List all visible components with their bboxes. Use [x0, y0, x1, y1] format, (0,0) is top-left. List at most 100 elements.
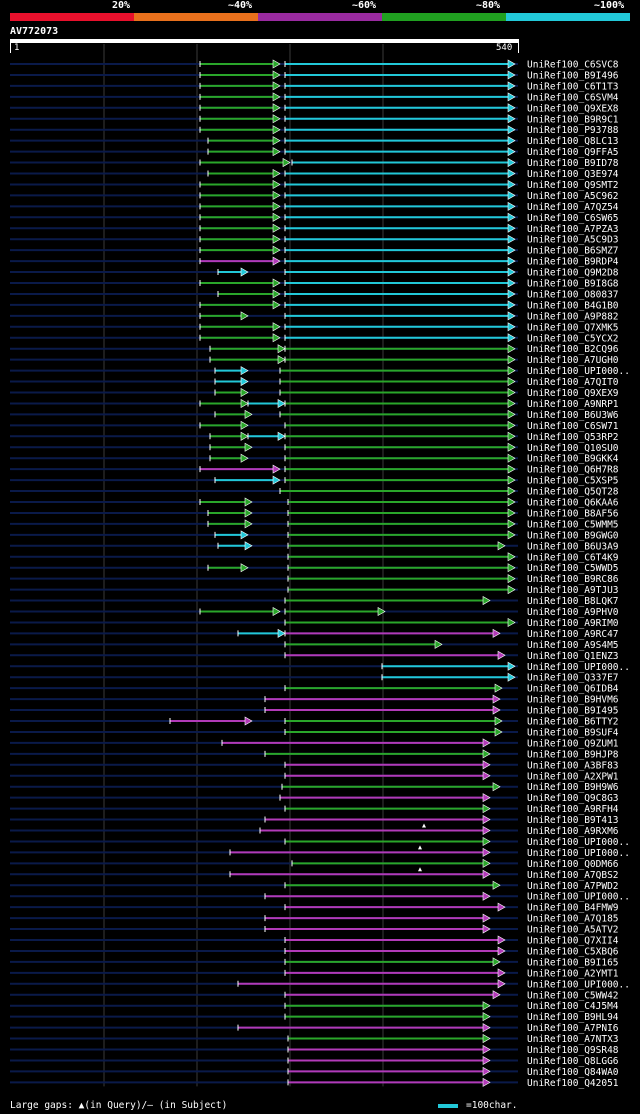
hit-label[interactable]: UniRef100_A3BF83 [527, 760, 619, 771]
hit-label[interactable]: UniRef100_Q9C8G3 [527, 793, 619, 804]
hit-label[interactable]: UniRef100_B9R9C1 [527, 114, 619, 125]
hit-label[interactable]: UniRef100_Q7XII4 [527, 936, 619, 947]
hit-label[interactable]: UniRef100_A7QZ54 [527, 202, 619, 213]
hit-row[interactable]: UniRef100_C6T4K9 [10, 552, 619, 563]
hit-row[interactable]: UniRef100_Q8LGG6 [10, 1055, 619, 1067]
hit-label[interactable]: UniRef100_B9HVM6 [527, 695, 619, 706]
hit-row[interactable]: UniRef100_P93788 [10, 125, 619, 136]
hit-row[interactable]: UniRef100_Q5QT28 [10, 486, 619, 498]
hit-row[interactable]: UniRef100_B4G1B0 [10, 300, 619, 311]
hit-row[interactable]: UniRef100_A7PNI6 [10, 1023, 619, 1034]
hit-row[interactable]: UniRef100_C5YCX2 [10, 333, 619, 344]
hit-label[interactable]: UniRef100_UPI000.. [527, 662, 630, 673]
hit-label[interactable]: UniRef100_Q6H7R8 [527, 465, 619, 476]
hit-row[interactable]: UniRef100_C6SVM4 [10, 92, 619, 103]
hit-label[interactable]: UniRef100_Q8LC13 [527, 136, 619, 147]
hit-row[interactable]: UniRef100_B8LQK7 [10, 596, 619, 607]
hit-label[interactable]: UniRef100_B9I165 [527, 957, 619, 968]
hit-row[interactable]: UniRef100_A9RXM6 [10, 823, 619, 838]
hit-row[interactable]: UniRef100_A7PZA3 [10, 223, 619, 235]
hit-row[interactable]: UniRef100_Q7XII4 [10, 935, 619, 947]
hit-label[interactable]: UniRef100_Q9FFA5 [527, 147, 619, 158]
hit-row[interactable]: UniRef100_B9I495 [10, 705, 619, 717]
hit-label[interactable]: UniRef100_C6SW65 [527, 213, 619, 224]
hit-row[interactable]: UniRef100_B9RC86 [10, 574, 619, 585]
hit-row[interactable]: UniRef100_UPI000.. [10, 366, 630, 377]
hit-row[interactable]: UniRef100_Q9FFA5 [10, 147, 619, 158]
hit-label[interactable]: UniRef100_B9GKK4 [527, 454, 619, 465]
hit-row[interactable]: UniRef100_B4FMW9 [10, 902, 619, 914]
hit-label[interactable]: UniRef100_A5C962 [527, 191, 619, 202]
hit-label[interactable]: UniRef100_C5XSP5 [527, 476, 619, 487]
hit-row[interactable]: UniRef100_Q6H7R8 [10, 464, 619, 476]
hit-label[interactable]: UniRef100_UPI000.. [527, 892, 630, 903]
hit-row[interactable]: UniRef100_B6U3A9 [10, 541, 619, 552]
hit-label[interactable]: UniRef100_A2XPW1 [527, 771, 619, 782]
hit-row[interactable]: UniRef100_A5ATV2 [10, 924, 619, 936]
hit-label[interactable]: UniRef100_Q6IDB4 [527, 684, 619, 695]
hit-row[interactable]: UniRef100_B9GKK4 [10, 453, 619, 465]
hit-row[interactable]: UniRef100_A2YMT1 [10, 968, 619, 979]
hit-row[interactable]: UniRef100_B9I496 [10, 70, 619, 81]
hit-row[interactable]: UniRef100_B9H9W6 [10, 782, 619, 793]
hit-row[interactable]: UniRef100_B6SMZ7 [10, 245, 619, 257]
hit-label[interactable]: UniRef100_B9I495 [527, 706, 619, 717]
hit-row[interactable]: UniRef100_A9NRP1 [10, 398, 619, 410]
hit-row[interactable]: UniRef100_Q42051 [10, 1077, 619, 1089]
hit-row[interactable]: UniRef100_B8AF56 [10, 508, 619, 519]
hit-label[interactable]: UniRef100_Q7XMK5 [527, 322, 619, 333]
hit-label[interactable]: UniRef100_A9NRP1 [527, 399, 619, 410]
hit-row[interactable]: UniRef100_Q337E7 [10, 672, 619, 684]
hit-row[interactable]: UniRef100_Q84WA0 [10, 1066, 619, 1078]
hit-label[interactable]: UniRef100_B6TTY2 [527, 717, 619, 728]
hit-row[interactable]: UniRef100_C5WWD5 [10, 563, 619, 574]
hit-label[interactable]: UniRef100_B8LQK7 [527, 596, 619, 607]
hit-label[interactable]: UniRef100_Q337E7 [527, 673, 619, 684]
hit-label[interactable]: UniRef100_A7QIT0 [527, 377, 619, 388]
hit-row[interactable]: UniRef100_Q0DM66 [10, 858, 619, 870]
hit-row[interactable]: UniRef100_Q3E974 [10, 168, 619, 180]
hit-row[interactable]: UniRef100_B9HVM6 [10, 694, 619, 706]
hit-row[interactable]: UniRef100_B2CQ96 [10, 344, 619, 355]
hit-label[interactable]: UniRef100_Q9XEX9 [527, 388, 619, 399]
hit-row[interactable]: UniRef100_Q9ZUM1 [10, 738, 619, 749]
hit-label[interactable]: UniRef100_B9I8G8 [527, 279, 619, 290]
hit-label[interactable]: UniRef100_Q6KAA6 [527, 498, 619, 509]
hit-label[interactable]: UniRef100_UPI000.. [527, 979, 630, 990]
hit-row[interactable]: UniRef100_A9S4M5 [10, 639, 619, 651]
hit-row[interactable]: UniRef100_Q6IDB4 [10, 683, 619, 695]
hit-label[interactable]: UniRef100_B9SUF4 [527, 727, 619, 738]
hit-label[interactable]: UniRef100_Q9XEX8 [527, 103, 619, 114]
hit-label[interactable]: UniRef100_A7UGH0 [527, 355, 619, 366]
hit-label[interactable]: UniRef100_A7PWD2 [527, 881, 619, 892]
hit-label[interactable]: UniRef100_UPI000.. [527, 837, 630, 848]
hit-row[interactable]: UniRef100_C6SW65 [10, 212, 619, 224]
hit-label[interactable]: UniRef100_C6SVM4 [527, 92, 619, 103]
hit-label[interactable]: UniRef100_C6T1T3 [527, 81, 619, 92]
hit-label[interactable]: UniRef100_B9HJP8 [527, 749, 619, 760]
hit-label[interactable]: UniRef100_Q42051 [527, 1078, 619, 1089]
hit-label[interactable]: UniRef100_B4G1B0 [527, 300, 619, 311]
hit-row[interactable]: UniRef100_A5C962 [10, 190, 619, 202]
hit-label[interactable]: UniRef100_O80837 [527, 289, 619, 300]
hit-row[interactable]: UniRef100_B6TTY2 [10, 716, 619, 728]
hit-row[interactable]: UniRef100_B9R9C1 [10, 114, 619, 125]
hit-row[interactable]: UniRef100_A9RFH4 [10, 804, 619, 815]
hit-label[interactable]: UniRef100_Q0DM66 [527, 859, 619, 870]
hit-row[interactable]: UniRef100_Q7XMK5 [10, 322, 619, 333]
hit-row[interactable]: UniRef100_UPI000.. [10, 979, 630, 990]
hit-row[interactable]: UniRef100_Q9SMT2 [10, 179, 619, 191]
hit-row[interactable]: UniRef100_Q6KAA6 [10, 497, 619, 509]
hit-label[interactable]: UniRef100_A7NTX3 [527, 1034, 619, 1045]
hit-label[interactable]: UniRef100_Q9ZUM1 [527, 738, 619, 749]
hit-row[interactable]: UniRef100_Q1ENZ3 [10, 650, 619, 662]
hit-row[interactable]: UniRef100_C5WW42 [10, 990, 619, 1001]
hit-label[interactable]: UniRef100_A9RXM6 [527, 826, 619, 837]
hit-row[interactable]: UniRef100_A7QZ54 [10, 201, 619, 213]
hit-label[interactable]: UniRef100_A7QBS2 [527, 870, 619, 881]
hit-row[interactable]: UniRef100_A7Q185 [10, 913, 619, 925]
hit-row[interactable]: UniRef100_UPI000.. [10, 845, 630, 859]
hit-label[interactable]: UniRef100_Q5QT28 [527, 487, 619, 498]
hit-label[interactable]: UniRef100_B9RDP4 [527, 257, 619, 268]
hit-label[interactable]: UniRef100_B9GWG0 [527, 530, 619, 541]
